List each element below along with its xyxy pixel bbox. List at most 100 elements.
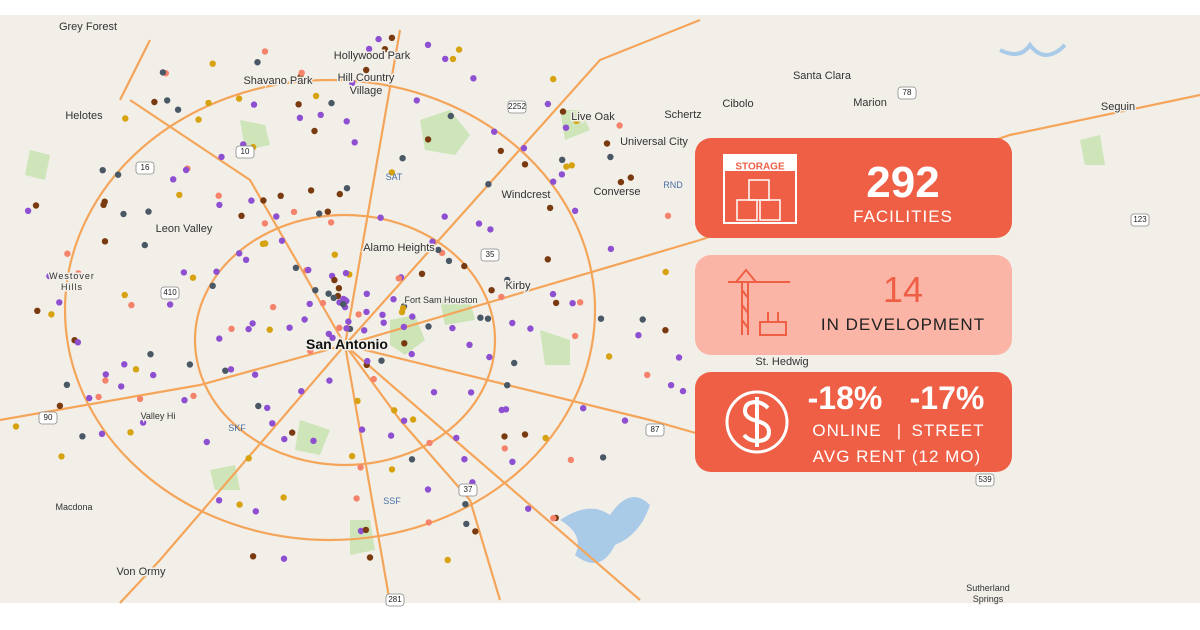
parks xyxy=(25,110,1105,555)
facility-marker xyxy=(498,293,505,301)
facility-marker xyxy=(453,434,460,442)
place-label: Santa Clara xyxy=(793,70,852,82)
facility-marker xyxy=(552,299,560,307)
roads xyxy=(0,18,1200,604)
facility-marker xyxy=(227,366,235,373)
facility-marker xyxy=(336,324,343,331)
facility-marker xyxy=(215,192,222,199)
facility-marker xyxy=(295,101,302,108)
facility-marker xyxy=(128,301,135,309)
facility-marker xyxy=(218,153,225,161)
facility-marker xyxy=(400,417,408,424)
facility-marker xyxy=(521,161,529,168)
airport-label: SAT xyxy=(386,172,403,182)
facility-marker xyxy=(349,79,356,87)
shield xyxy=(645,423,665,437)
facility-marker xyxy=(190,392,197,400)
facility-marker xyxy=(12,423,20,430)
facility-marker xyxy=(485,181,492,188)
facility-marker xyxy=(209,282,216,289)
place-label: Leon Valley xyxy=(156,223,213,235)
facility-marker xyxy=(418,270,426,277)
stat-value: 14 xyxy=(883,269,923,310)
facility-marker xyxy=(319,299,327,307)
facility-marker xyxy=(235,95,243,102)
stat-label: STREET xyxy=(911,421,984,440)
facility-marker xyxy=(424,486,432,493)
stat-value: 292 xyxy=(866,158,939,207)
facility-marker xyxy=(324,208,331,215)
facility-marker xyxy=(325,330,332,338)
facility-marker xyxy=(569,300,576,307)
facility-marker xyxy=(399,304,407,312)
facility-marker xyxy=(435,246,442,254)
facility-marker xyxy=(242,256,250,263)
facility-marker xyxy=(363,290,370,297)
facility-marker xyxy=(298,69,305,77)
shield xyxy=(385,593,405,607)
facility-marker xyxy=(466,341,473,348)
facility-marker xyxy=(236,501,243,508)
facility-marker xyxy=(577,299,584,306)
facility-marker xyxy=(120,210,127,218)
facility-marker xyxy=(245,455,252,462)
facility-marker xyxy=(269,303,277,311)
facility-marker xyxy=(644,371,651,379)
shield xyxy=(507,100,527,114)
facility-marker xyxy=(296,114,304,122)
facility-marker xyxy=(627,174,634,181)
facility-marker xyxy=(616,122,623,129)
shield xyxy=(135,161,155,175)
facility-marker xyxy=(571,207,579,214)
facility-marker xyxy=(675,354,683,361)
facility-marker xyxy=(559,108,567,115)
facility-marker xyxy=(182,166,190,174)
facility-marker xyxy=(277,192,284,199)
facility-marker xyxy=(639,316,646,323)
facility-marker xyxy=(559,156,566,163)
shield-label: 37 xyxy=(464,485,473,494)
facility-marker xyxy=(141,241,148,249)
facility-marker xyxy=(509,458,516,465)
facility-marker xyxy=(487,226,494,233)
facility-marker xyxy=(340,301,347,308)
facility-marker xyxy=(342,269,350,277)
facility-marker xyxy=(365,45,373,53)
facility-marker xyxy=(491,128,498,135)
shield xyxy=(160,286,180,300)
facility-marker xyxy=(467,389,475,396)
facility-marker xyxy=(311,127,318,135)
facility-marker xyxy=(317,111,324,119)
facility-marker xyxy=(429,238,436,245)
facility-marker xyxy=(497,147,504,155)
facility-marker xyxy=(286,324,293,331)
facility-marker xyxy=(401,340,408,347)
facility-marker xyxy=(381,46,389,53)
facility-marker xyxy=(567,456,575,464)
facility-marker xyxy=(662,327,669,334)
facility-marker xyxy=(343,118,350,125)
facility-marker xyxy=(95,393,102,401)
facility-marker xyxy=(280,555,288,562)
facility-marker xyxy=(307,347,314,355)
development-card: 14 IN DEVELOPMENT xyxy=(695,255,1012,355)
facility-marker xyxy=(504,276,511,284)
facility-marker xyxy=(307,187,315,194)
facility-marker xyxy=(348,452,356,460)
facility-marker xyxy=(388,169,395,176)
place-label: San Antonio xyxy=(306,336,388,352)
facility-marker xyxy=(248,197,255,204)
facility-marker xyxy=(430,389,438,396)
facility-marker xyxy=(290,208,298,216)
shield-label: 281 xyxy=(388,595,402,604)
facility-marker xyxy=(550,515,557,522)
shield xyxy=(480,248,500,262)
place-label: Windcrest xyxy=(502,189,551,201)
facility-marker xyxy=(425,519,432,526)
shield-label: 16 xyxy=(141,163,150,172)
facility-markers xyxy=(12,34,687,564)
facility-marker xyxy=(399,155,406,162)
facility-marker xyxy=(364,357,371,365)
place-label: Grey Forest xyxy=(59,21,117,33)
facility-marker xyxy=(388,34,396,41)
